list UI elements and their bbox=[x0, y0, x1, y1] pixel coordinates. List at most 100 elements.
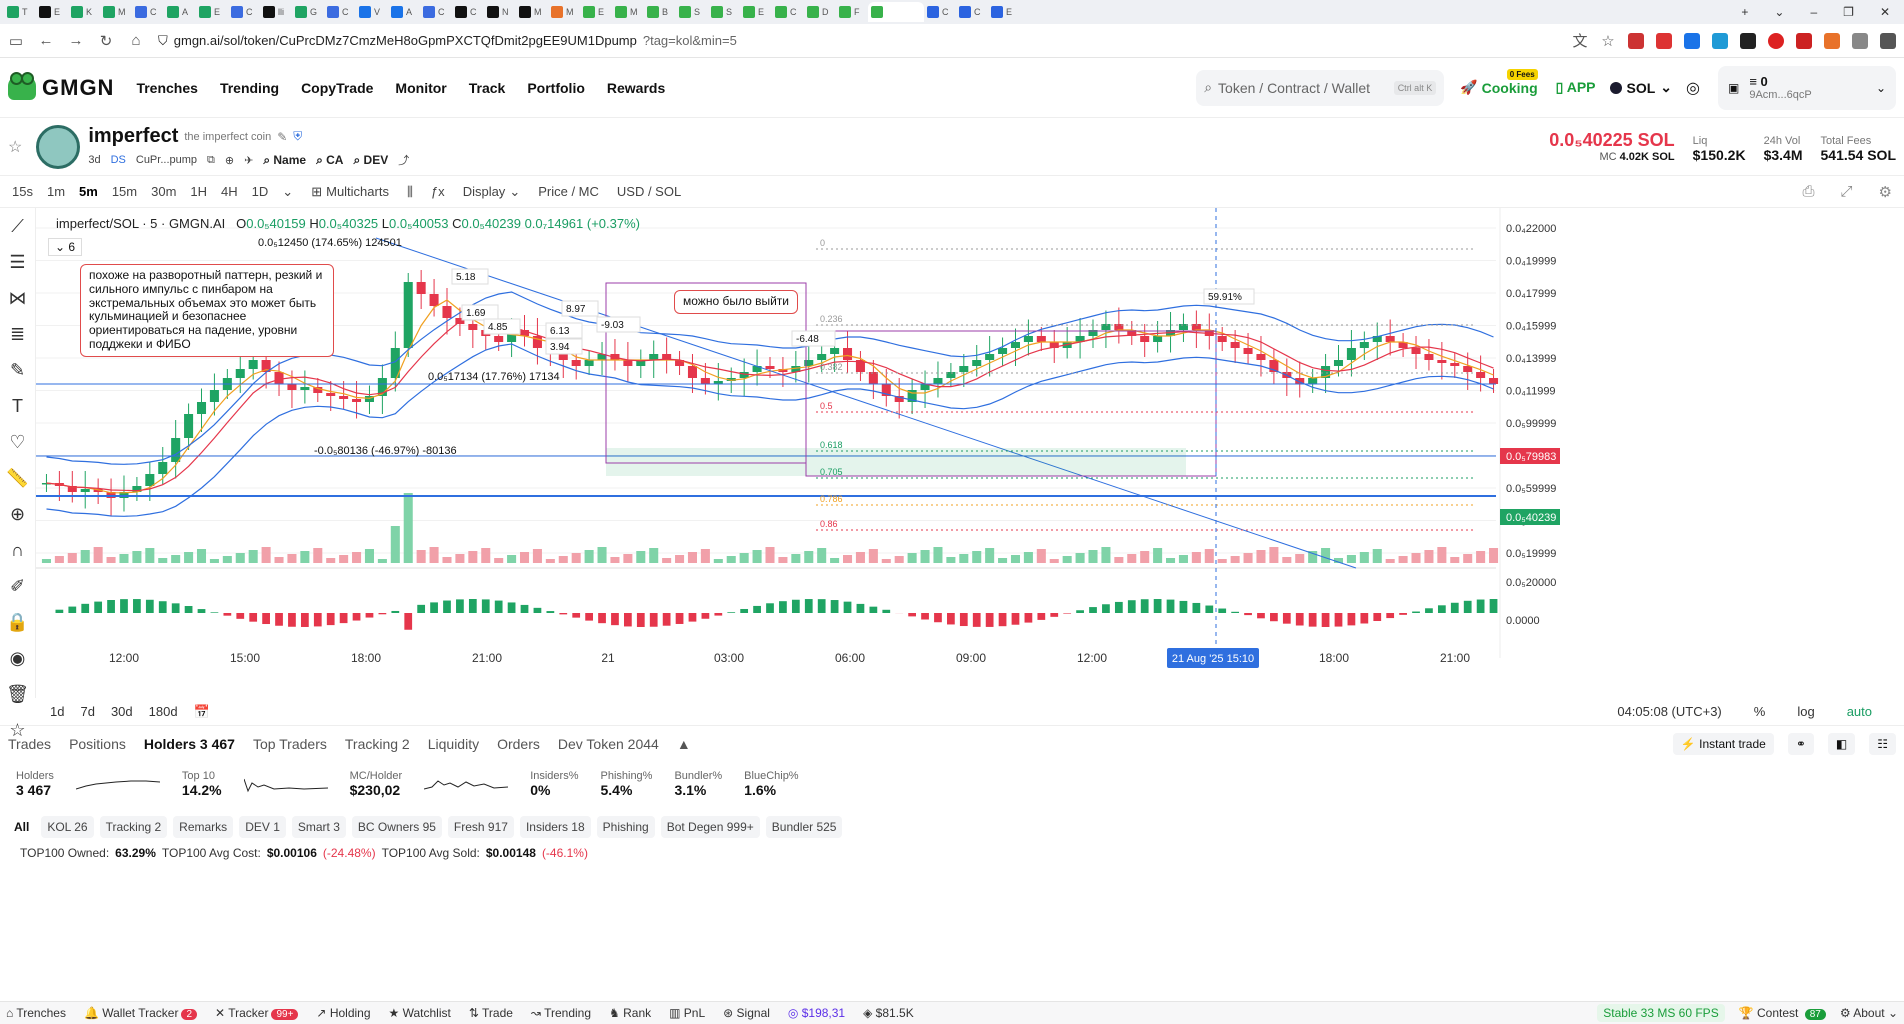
lock-drawing-icon[interactable]: ✐ bbox=[9, 576, 26, 596]
layout-icon[interactable]: ◧ bbox=[1827, 733, 1856, 755]
browser-tab[interactable]: C bbox=[324, 2, 356, 22]
lock-icon[interactable]: 🔒 bbox=[6, 612, 29, 632]
candlestick-chart[interactable]: 0.0₄22000 0.0₄19999 0.0₄17999 0.0₄15999 0.0₄… bbox=[36, 208, 1904, 698]
fib-icon[interactable]: ≣ bbox=[9, 324, 26, 344]
forward-icon[interactable]: → bbox=[68, 32, 84, 49]
filter-chip[interactable]: Phishing bbox=[596, 816, 655, 838]
status-wallet-tracker[interactable]: 🔔 Wallet Tracker 2 bbox=[84, 1006, 198, 1020]
search-name-link[interactable]: ⌕ Name bbox=[263, 152, 307, 167]
columns-icon[interactable]: ☷ bbox=[1869, 733, 1896, 755]
nav-trending[interactable]: Trending bbox=[219, 79, 280, 96]
timeframe-15s[interactable]: 15s bbox=[12, 184, 33, 199]
period-1d[interactable]: 1d bbox=[50, 704, 65, 719]
adblock-icon[interactable] bbox=[1768, 32, 1784, 49]
settings-icon[interactable]: ⚙ bbox=[1878, 183, 1892, 201]
trash-icon[interactable]: 🗑 bbox=[6, 684, 29, 704]
eye-icon[interactable]: ◉ bbox=[9, 648, 26, 668]
percent-toggle[interactable]: % bbox=[1753, 704, 1766, 719]
tab-tracking[interactable]: Tracking 2 bbox=[344, 736, 410, 752]
filter-chip[interactable]: BC Owners 95 bbox=[351, 816, 442, 838]
chevron-down-icon[interactable]: ⌄ bbox=[282, 183, 294, 199]
link-icon[interactable]: ⚭ bbox=[1787, 733, 1814, 755]
brush-icon[interactable]: ✎ bbox=[9, 360, 26, 380]
timeframe-1h[interactable]: 1H bbox=[190, 184, 208, 199]
tab-trades[interactable]: Trades bbox=[8, 736, 52, 752]
reload-icon[interactable]: ↻ bbox=[99, 32, 113, 50]
indicators-collapse[interactable]: ⌄ 6 bbox=[48, 238, 83, 256]
extension-icon[interactable] bbox=[1796, 32, 1812, 49]
filter-chip[interactable]: Smart 3 bbox=[291, 816, 346, 838]
status-tracker[interactable]: ✕ Tracker 99+ bbox=[215, 1006, 299, 1020]
browser-tab[interactable]: F bbox=[836, 2, 868, 22]
tab-liquidity[interactable]: Liquidity bbox=[427, 736, 480, 752]
wallet-button[interactable]: ▣ ≡ 0 9Acm...6qcP ⌄ bbox=[1718, 65, 1896, 110]
search-dev-link[interactable]: ⌕ DEV bbox=[353, 152, 389, 167]
zoom-icon[interactable]: ⊕ bbox=[9, 504, 26, 524]
filter-chip[interactable]: Tracking 2 bbox=[99, 816, 168, 838]
usd-sol-toggle[interactable]: USD / SOL bbox=[616, 184, 682, 199]
filter-chip[interactable]: Fresh 917 bbox=[447, 816, 514, 838]
back-icon[interactable]: ← bbox=[38, 32, 54, 49]
candles-icon[interactable]: ⫼ bbox=[406, 183, 413, 199]
tab-top-traders[interactable]: Top Traders bbox=[252, 736, 327, 752]
timeframe-15m[interactable]: 15m bbox=[111, 184, 138, 199]
cooking-button[interactable]: 🚀 Cooking 0 Fees bbox=[1460, 69, 1538, 96]
nav-portfolio[interactable]: Portfolio bbox=[527, 79, 585, 96]
status-holding[interactable]: ↗ Holding bbox=[316, 1006, 371, 1020]
auto-toggle[interactable]: auto bbox=[1846, 704, 1872, 719]
filter-chip[interactable]: Remarks bbox=[173, 816, 234, 838]
browser-tab[interactable]: M bbox=[516, 2, 548, 22]
copy-icon[interactable]: ⧉ bbox=[207, 153, 215, 166]
browser-tab[interactable]: G bbox=[292, 2, 324, 22]
logo[interactable]: GMGN bbox=[8, 71, 114, 101]
menu-icon[interactable] bbox=[1880, 32, 1896, 49]
extension-icon[interactable] bbox=[1852, 32, 1868, 49]
browser-tab[interactable]: K bbox=[68, 2, 100, 22]
tab-holders[interactable]: Holders 3 467 bbox=[143, 736, 235, 752]
status-trade[interactable]: ⇅ Trade bbox=[468, 1006, 513, 1020]
close-icon[interactable]: ✕ bbox=[1879, 5, 1890, 19]
heart-icon[interactable]: ♡ bbox=[9, 432, 26, 452]
browser-tab[interactable]: C bbox=[924, 2, 956, 22]
browser-tab[interactable]: E bbox=[740, 2, 772, 22]
ruler-icon[interactable]: 📏 bbox=[6, 468, 29, 488]
browser-tab[interactable]: S bbox=[676, 2, 708, 22]
translate-icon[interactable]: ⽂ bbox=[1572, 33, 1588, 50]
browser-tab[interactable] bbox=[868, 2, 924, 22]
nav-trenches[interactable]: Trenches bbox=[136, 79, 198, 96]
browser-tab[interactable]: C bbox=[956, 2, 988, 22]
pattern-icon[interactable]: ⋈ bbox=[8, 288, 27, 308]
price-mc-toggle[interactable]: Price / MC bbox=[538, 184, 599, 199]
collapse-icon[interactable]: ▲ bbox=[676, 736, 691, 752]
favorite-star-icon[interactable]: ☆ bbox=[8, 138, 23, 156]
tab-dev-token[interactable]: Dev Token 2044 bbox=[557, 736, 659, 752]
extension-icon[interactable] bbox=[1740, 32, 1756, 49]
status-rank[interactable]: ♞ Rank bbox=[609, 1006, 652, 1020]
indicators-icon[interactable]: ƒx bbox=[430, 184, 445, 199]
extension-icon[interactable] bbox=[1824, 32, 1840, 49]
fullscreen-icon[interactable]: ⤢ bbox=[1840, 182, 1853, 200]
home-icon[interactable]: ⌂ bbox=[131, 32, 141, 49]
search-input[interactable]: ⌕ Token / Contract / Wallet Ctrl alt K bbox=[1196, 69, 1445, 106]
tab-positions[interactable]: Positions bbox=[69, 736, 126, 752]
magnet-icon[interactable]: ∩ bbox=[11, 540, 24, 560]
text-icon[interactable]: T bbox=[12, 396, 23, 416]
minimize-icon[interactable]: – bbox=[1810, 5, 1818, 19]
about-link[interactable]: ⚙ About ⌄ bbox=[1839, 1006, 1898, 1020]
filter-chip[interactable]: Bot Degen 999+ bbox=[660, 816, 760, 838]
token-address[interactable]: CuPr...pump bbox=[135, 154, 198, 166]
tab-orders[interactable]: Orders bbox=[497, 736, 540, 752]
star-icon[interactable]: ☆ bbox=[1601, 32, 1615, 50]
browser-tab[interactable]: M bbox=[548, 2, 580, 22]
lines-icon[interactable]: ☰ bbox=[9, 252, 26, 272]
status-signal[interactable]: ⊛ Signal bbox=[723, 1006, 770, 1020]
search-ca-link[interactable]: ⌕ CA bbox=[316, 152, 344, 167]
status-trending[interactable]: ↝ Trending bbox=[530, 1006, 592, 1020]
browser-tab[interactable]: E bbox=[580, 2, 612, 22]
browser-tab[interactable]: E bbox=[196, 2, 228, 22]
browser-tab[interactable]: A bbox=[164, 2, 196, 22]
timeframe-30m[interactable]: 30m bbox=[151, 184, 177, 199]
timeframe-4h[interactable]: 4H bbox=[221, 184, 238, 199]
chart-canvas[interactable]: 0.0₄22000 0.0₄19999 0.0₄17999 0.0₄15999 0.0₄… bbox=[36, 208, 1904, 698]
status-trenches[interactable]: ⌂ Trenches bbox=[6, 1006, 66, 1020]
